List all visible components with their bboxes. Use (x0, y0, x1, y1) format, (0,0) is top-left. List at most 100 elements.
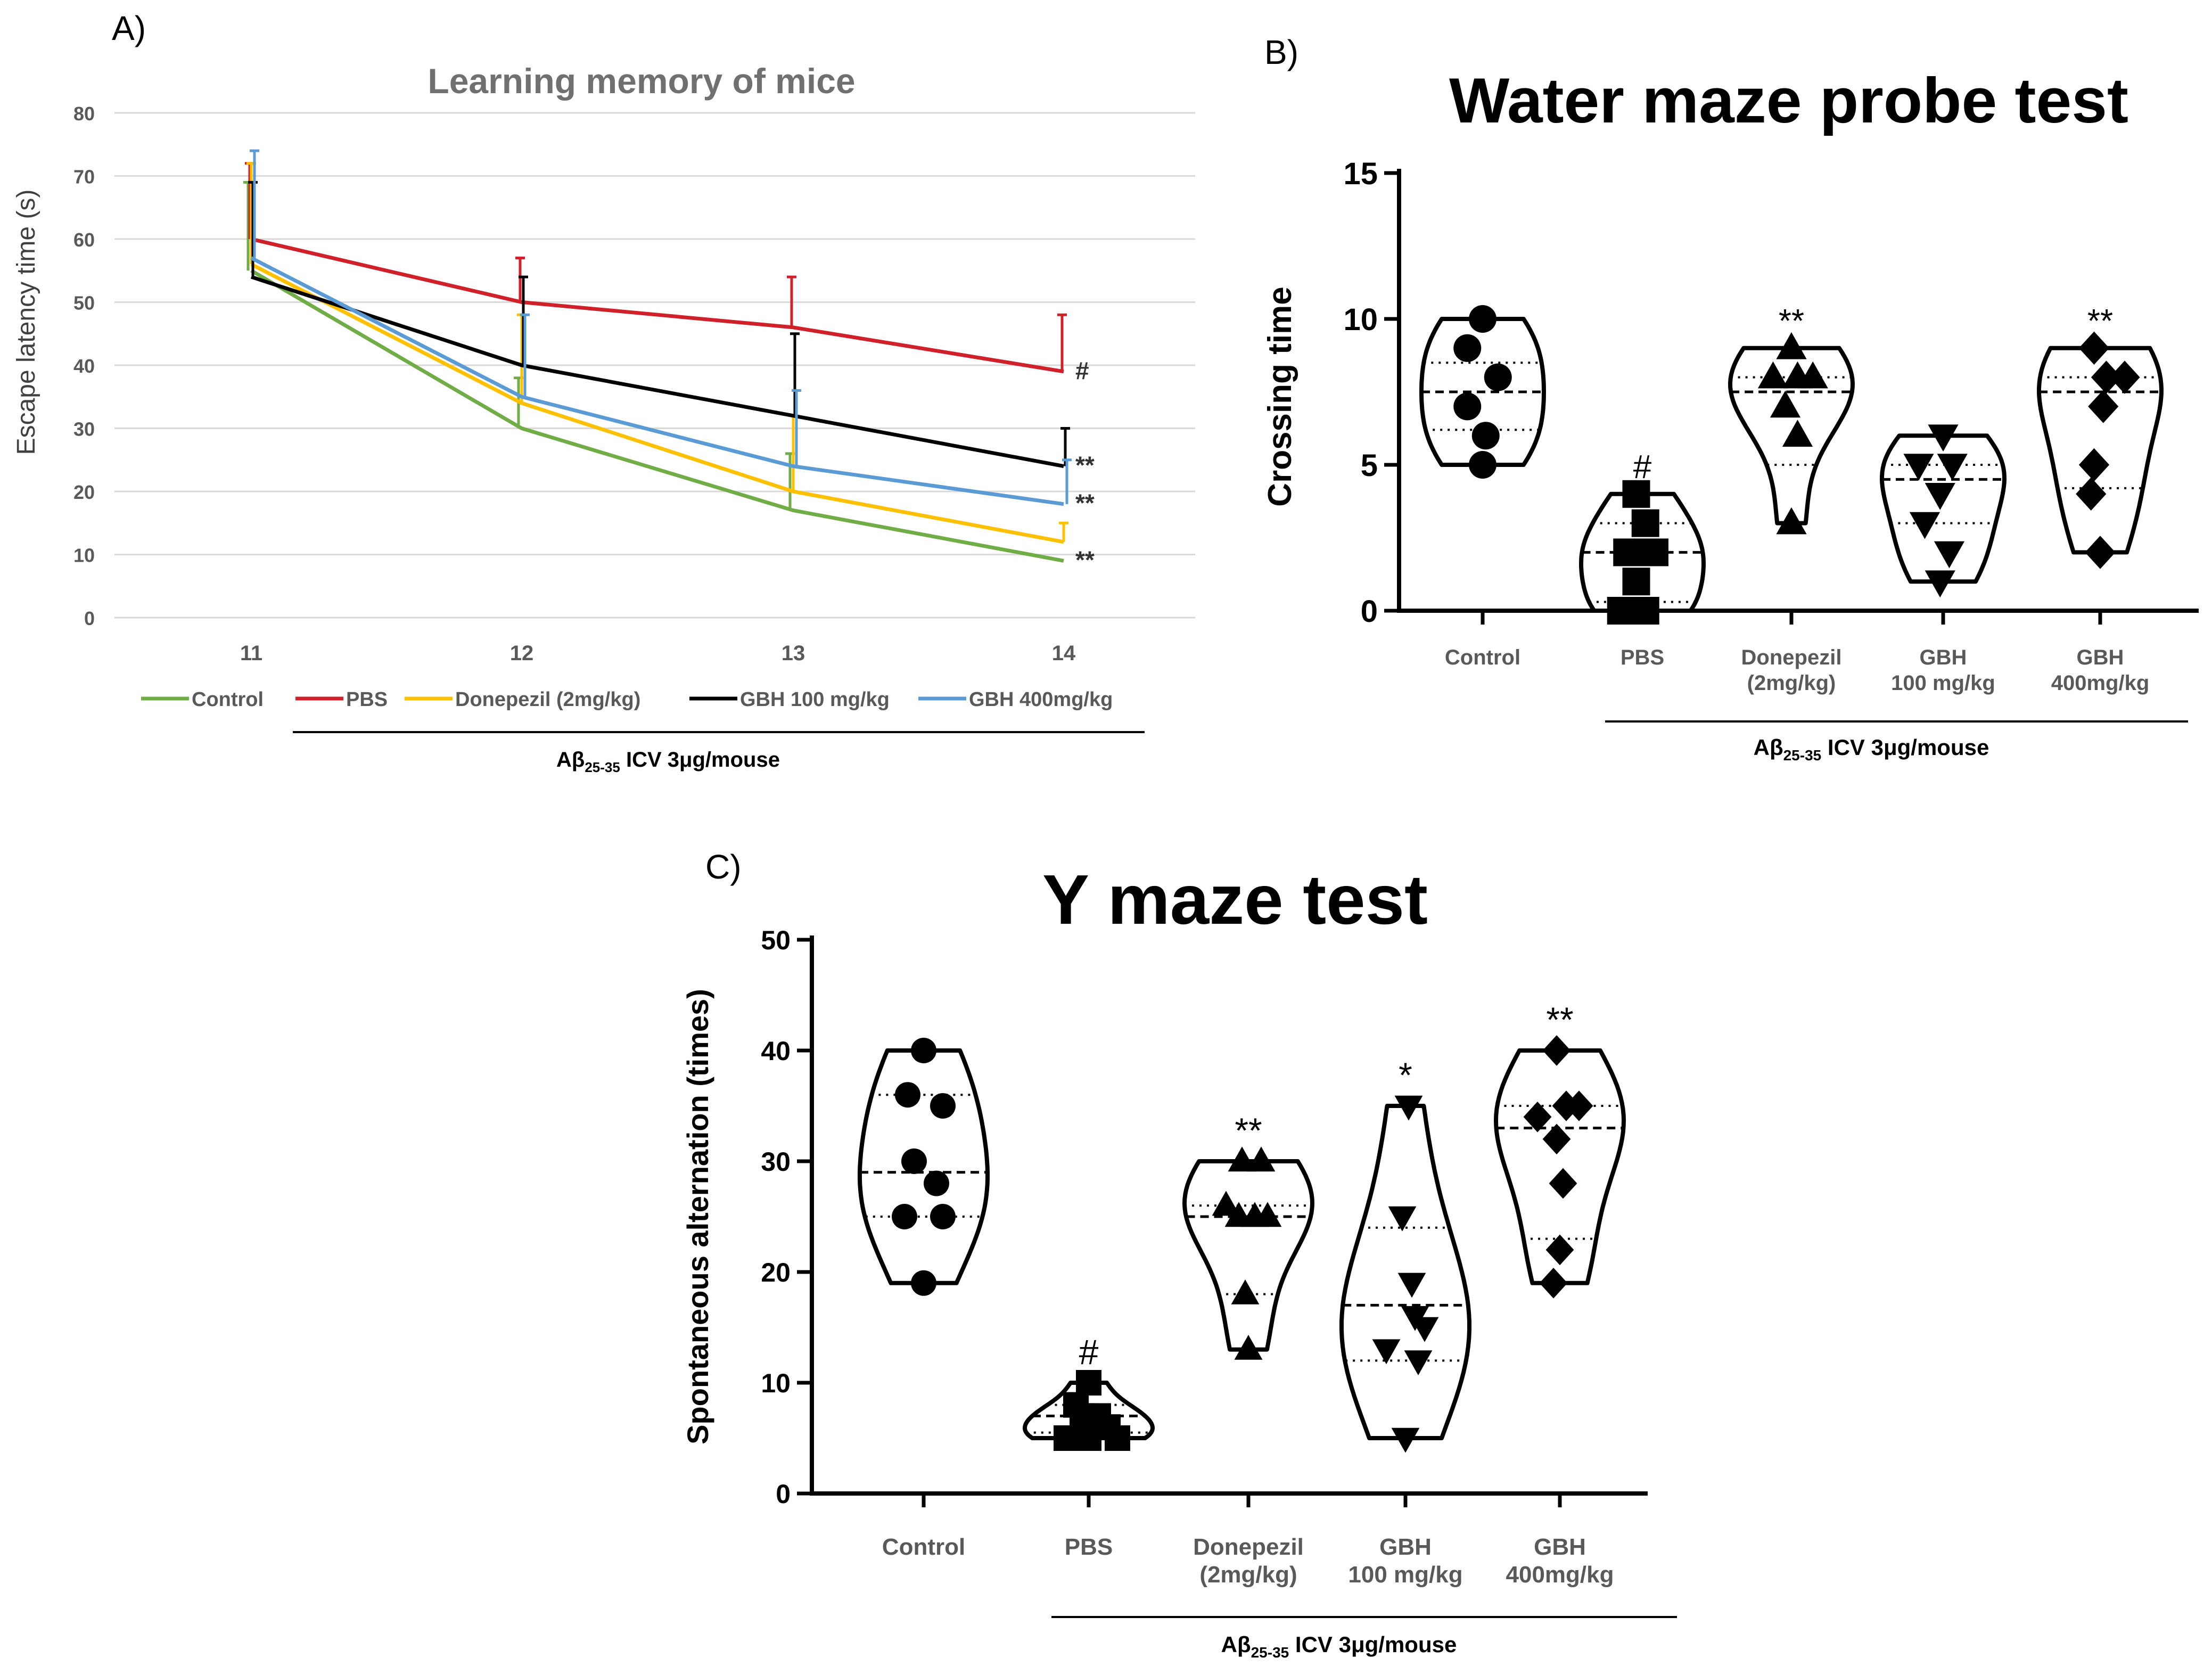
significance-mark: ** (1075, 489, 1095, 517)
series-path (250, 256, 1064, 506)
panel-c-violin-chart: Y maze test Spontaneous alternation (tim… (681, 860, 1677, 1661)
chart-a-title: Learning memory of mice (427, 61, 855, 101)
y-tick-label: 0 (776, 1479, 791, 1509)
data-point-circle (924, 1170, 949, 1196)
data-point-square (1607, 597, 1635, 625)
x-category-label: (2mg/kg) (1747, 671, 1836, 695)
violin-group-2: ** (1182, 1111, 1314, 1360)
data-point-diamond (2109, 360, 2140, 394)
data-point-triangle-up (1253, 1202, 1282, 1227)
panel-label-a: A) (112, 9, 146, 47)
data-point-triangle-down (1925, 483, 1955, 510)
violin-group-1: # (1023, 1332, 1155, 1451)
y-tick-label: 50 (761, 925, 791, 955)
data-point-triangle-up (1797, 361, 1828, 389)
data-point-triangle-up (1776, 507, 1807, 535)
y-tick-label: 70 (73, 166, 95, 188)
violin-group-3 (1880, 424, 2007, 598)
significance-mark: # (1079, 1332, 1099, 1372)
violin-group-4: ** (2037, 303, 2164, 569)
y-tick-label: 0 (84, 608, 95, 629)
data-point-triangle-up (1776, 332, 1807, 359)
x-category-label: 400mg/kg (1506, 1562, 1614, 1588)
legend-item-2: Donepezil (2mg/kg) (405, 688, 640, 711)
data-point-triangle-up (1782, 420, 1813, 447)
data-point-triangle-down (1928, 424, 1959, 452)
x-category-label: PBS (1621, 646, 1664, 669)
y-tick-label: 5 (1361, 448, 1378, 483)
panel-b-violin-chart: Water maze probe test Crossing time 0 5 10… (1262, 65, 2199, 764)
legend-label: GBH 100 mg/kg (740, 688, 890, 711)
data-point-diamond (2076, 477, 2107, 511)
chart-a-series (243, 149, 1072, 563)
data-point-triangle-down (1925, 570, 1955, 598)
data-point-triangle-up (1224, 1202, 1253, 1227)
data-point-circle (1471, 422, 1500, 450)
chart-a-y-label: Escape latency time (s) (12, 190, 40, 455)
x-tick-label: 14 (1052, 642, 1076, 665)
x-category-label: GBH (2077, 646, 2124, 669)
chart-b-violins: # ** ** (1419, 303, 2164, 625)
series-path (250, 262, 1064, 544)
series-path (251, 237, 1064, 374)
data-point-circle (1469, 305, 1496, 333)
chart-b-y-label: Crossing time (1262, 286, 1298, 506)
data-point-triangle-down (1401, 1306, 1429, 1331)
data-point-square (1105, 1425, 1130, 1451)
x-tick-label: 13 (782, 642, 805, 665)
legend-item-0: Control (141, 688, 264, 711)
data-point-diamond (1539, 1268, 1568, 1299)
violin-outline (1494, 1048, 1626, 1285)
data-point-circle (1453, 392, 1482, 421)
legend-item-3: GBH 100 mg/kg (689, 688, 890, 711)
data-point-square (1070, 1403, 1095, 1429)
chart-c-violins: #***** (858, 1000, 1626, 1453)
x-category-label: 100 mg/kg (1891, 671, 1995, 695)
data-point-triangle-down (1372, 1339, 1401, 1365)
data-point-circle (901, 1148, 927, 1174)
significance-mark: # (1633, 449, 1652, 486)
chart-b-group-label: Aβ25-35 ICV 3μg/mouse (1754, 735, 1989, 764)
panel-label-c: C) (705, 848, 742, 886)
x-category-label: Control (1445, 646, 1520, 669)
data-point-triangle-up (1234, 1335, 1263, 1360)
x-category-label: PBS (1065, 1534, 1113, 1560)
data-point-circle (911, 1270, 936, 1296)
significance-mark: ** (2087, 303, 2113, 340)
data-point-triangle-down (1391, 1427, 1420, 1453)
chart-c-axes: 0 10 20 30 40 50 (761, 925, 1648, 1509)
series-path (250, 275, 1064, 469)
y-tick-label: 0 (1361, 594, 1378, 629)
series-line-3 (248, 180, 1070, 469)
data-point-diamond (1552, 1090, 1581, 1121)
y-tick-label: 60 (73, 229, 95, 251)
x-category-label: GBH (1379, 1534, 1432, 1560)
chart-a-legend: Control PBS Donepezil (2mg/kg) GBH 100 mg/k… (141, 688, 1113, 711)
data-point-triangle-down (1903, 454, 1934, 481)
data-point-diamond (1542, 1035, 1571, 1066)
legend-label: GBH 400mg/kg (969, 688, 1113, 711)
x-tick-label: 12 (510, 642, 534, 665)
data-point-diamond (1523, 1102, 1552, 1132)
y-tick-label: 20 (761, 1258, 791, 1287)
x-category-label: 400mg/kg (2051, 671, 2150, 695)
x-category-label: GBH (1920, 646, 1967, 669)
series-line-4 (250, 149, 1072, 506)
series-path (250, 269, 1064, 563)
significance-mark: ** (1779, 303, 1804, 340)
data-point-square (1076, 1425, 1101, 1451)
y-tick-label: 50 (73, 292, 95, 314)
significance-mark: ** (1075, 546, 1095, 573)
data-point-triangle-down (1909, 512, 1940, 539)
y-tick-label: 30 (73, 418, 95, 440)
data-point-circle (895, 1082, 920, 1108)
chart-a-group-label: Aβ25-35 ICV 3μg/mouse (556, 748, 780, 775)
chart-c-title: Y maze test (1042, 860, 1428, 939)
data-point-triangle-up (1247, 1146, 1276, 1172)
data-point-square (1613, 538, 1641, 567)
data-point-circle (1469, 451, 1496, 479)
data-point-triangle-up (1770, 390, 1801, 418)
data-point-circle (892, 1204, 917, 1229)
